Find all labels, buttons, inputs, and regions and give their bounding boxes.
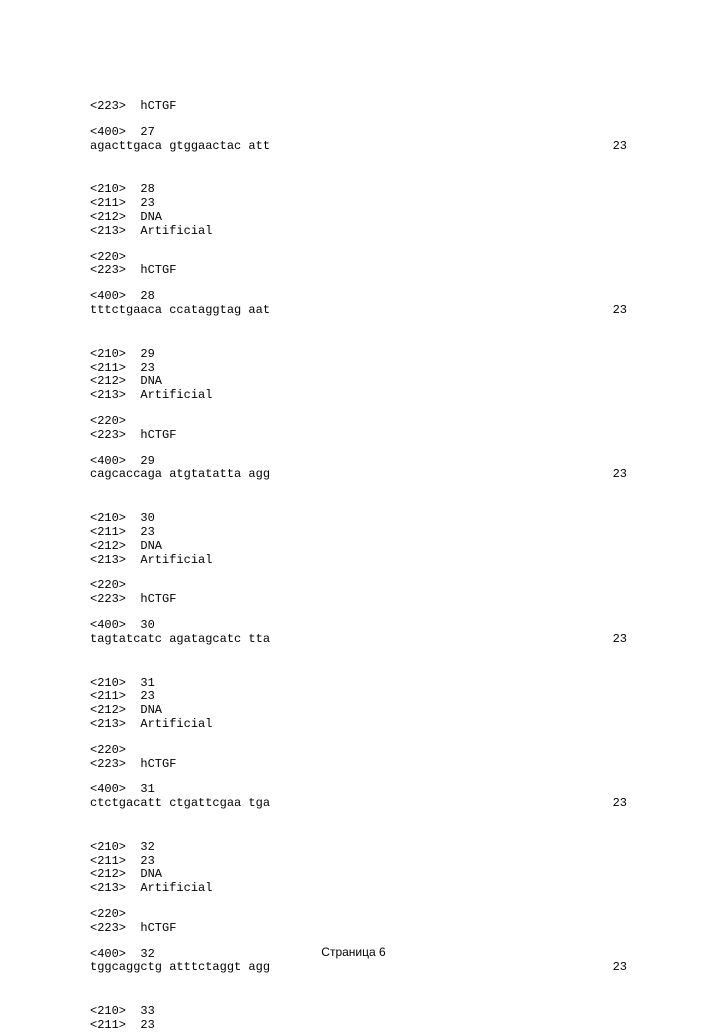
line-211: <211> 23 (90, 362, 637, 376)
sequence-row: agacttgaca gtggaactac att 23 (90, 140, 637, 154)
intro-400-seq: <400> 27 agacttgaca gtggaactac att 23 (90, 126, 637, 154)
line-212: <212> DNA (90, 211, 637, 225)
sequence-entry: <210> 28<211> 23<212> DNA<213> Artificia… (90, 183, 637, 347)
line-213: <213> Artificial (90, 225, 637, 239)
sequence-row: tagtatcatc agatagcatc tta 23 (90, 633, 637, 647)
line-223: <223> hCTGF (90, 100, 637, 114)
line-220: <220> (90, 579, 637, 593)
line-211: <211> 23 (90, 526, 637, 540)
line-212: <212> DNA (90, 540, 637, 554)
line-213: <213> Artificial (90, 554, 637, 568)
tail-block: <210> 33 <211> 23 (90, 1005, 637, 1033)
feature-block: <220><223> hCTGF (90, 415, 637, 443)
line-220: <220> (90, 744, 637, 758)
sequence-length: 23 (613, 304, 637, 318)
header-block: <210> 30<211> 23<212> DNA<213> Artificia… (90, 512, 637, 567)
feature-block: <220><223> hCTGF (90, 908, 637, 936)
sequence-length: 23 (613, 633, 637, 647)
line-220: <220> (90, 415, 637, 429)
sequence-length: 23 (613, 140, 637, 154)
sequence-entry: <210> 32<211> 23<212> DNA<213> Artificia… (90, 841, 637, 1005)
feature-block: <220><223> hCTGF (90, 579, 637, 607)
line-211: <211> 23 (90, 1019, 637, 1033)
sequence-entry: <210> 31<211> 23<212> DNA<213> Artificia… (90, 677, 637, 841)
line-400: <400> 31 (90, 783, 637, 797)
line-223: <223> hCTGF (90, 429, 637, 443)
sequence-text: tagtatcatc agatagcatc tta (90, 633, 270, 647)
sequence-row: tttctgaaca ccataggtag aat 23 (90, 304, 637, 318)
line-213: <213> Artificial (90, 389, 637, 403)
line-223: <223> hCTGF (90, 758, 637, 772)
line-210: <210> 33 (90, 1005, 637, 1019)
intro-223: <223> hCTGF (90, 100, 637, 114)
sequence-entry: <210> 30<211> 23<212> DNA<213> Artificia… (90, 512, 637, 676)
sequence-row: cagcaccaga atgtatatta agg 23 (90, 468, 637, 482)
line-211: <211> 23 (90, 197, 637, 211)
line-400: <400> 27 (90, 126, 637, 140)
line-210: <210> 29 (90, 348, 637, 362)
line-211: <211> 23 (90, 690, 637, 704)
sequence-block: <400> 28tttctgaaca ccataggtag aat 23 (90, 290, 637, 318)
line-212: <212> DNA (90, 704, 637, 718)
feature-block: <220><223> hCTGF (90, 744, 637, 772)
line-212: <212> DNA (90, 868, 637, 882)
sequence-text: ctctgacatt ctgattcgaa tga (90, 797, 270, 811)
line-213: <213> Artificial (90, 882, 637, 896)
line-220: <220> (90, 251, 637, 265)
sequence-text: agacttgaca gtggaactac att (90, 140, 270, 154)
line-220: <220> (90, 908, 637, 922)
sequence-row: ctctgacatt ctgattcgaa tga 23 (90, 797, 637, 811)
line-400: <400> 30 (90, 619, 637, 633)
header-block: <210> 31<211> 23<212> DNA<213> Artificia… (90, 677, 637, 732)
line-223: <223> hCTGF (90, 922, 637, 936)
line-210: <210> 28 (90, 183, 637, 197)
page-content: <223> hCTGF <400> 27 agacttgaca gtggaact… (0, 0, 707, 1033)
line-211: <211> 23 (90, 855, 637, 869)
sequence-text: cagcaccaga atgtatatta agg (90, 468, 270, 482)
sequence-block: <400> 31ctctgacatt ctgattcgaa tga 23 (90, 783, 637, 811)
header-block: <210> 28<211> 23<212> DNA<213> Artificia… (90, 183, 637, 238)
entries-container: <210> 28<211> 23<212> DNA<213> Artificia… (90, 183, 637, 1005)
sequence-length: 23 (613, 961, 637, 975)
line-210: <210> 32 (90, 841, 637, 855)
sequence-row: tggcaggctg atttctaggt agg 23 (90, 961, 637, 975)
line-223: <223> hCTGF (90, 264, 637, 278)
line-210: <210> 31 (90, 677, 637, 691)
header-block: <210> 32<211> 23<212> DNA<213> Artificia… (90, 841, 637, 896)
line-400: <400> 28 (90, 290, 637, 304)
line-210: <210> 30 (90, 512, 637, 526)
page-footer: Страница 6 (0, 946, 707, 960)
sequence-block: <400> 29cagcaccaga atgtatatta agg 23 (90, 455, 637, 483)
line-213: <213> Artificial (90, 718, 637, 732)
sequence-text: tttctgaaca ccataggtag aat (90, 304, 270, 318)
sequence-block: <400> 30tagtatcatc agatagcatc tta 23 (90, 619, 637, 647)
feature-block: <220><223> hCTGF (90, 251, 637, 279)
sequence-entry: <210> 29<211> 23<212> DNA<213> Artificia… (90, 348, 637, 512)
sequence-length: 23 (613, 797, 637, 811)
line-400: <400> 29 (90, 455, 637, 469)
line-212: <212> DNA (90, 375, 637, 389)
sequence-length: 23 (613, 468, 637, 482)
sequence-text: tggcaggctg atttctaggt agg (90, 961, 270, 975)
line-223: <223> hCTGF (90, 593, 637, 607)
header-block: <210> 29<211> 23<212> DNA<213> Artificia… (90, 348, 637, 403)
